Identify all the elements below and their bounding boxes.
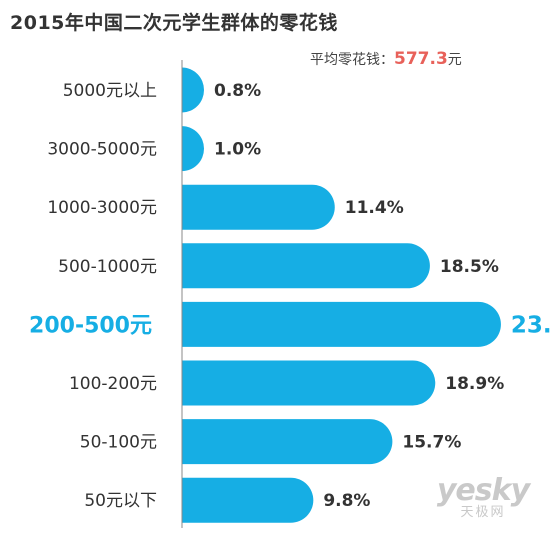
- watermark-main: yesky: [436, 473, 530, 508]
- value-label-2: 1.0%: [214, 140, 261, 160]
- bar-7: [182, 419, 393, 465]
- category-label-1: 5000元以上: [63, 81, 157, 101]
- category-label-2: 3000-5000元: [47, 140, 157, 160]
- average-label: 平均零花钱：: [310, 52, 394, 68]
- average-value: 577.3: [394, 49, 448, 69]
- value-label-8: 9.8%: [323, 491, 370, 511]
- watermark-logo: yesky 天极网: [428, 476, 538, 520]
- chart-title: 2015年中国二次元学生群体的零花钱: [10, 12, 338, 34]
- bar-1: [182, 67, 205, 113]
- bar-8: [182, 477, 314, 523]
- category-label-8: 50元以下: [84, 491, 157, 511]
- value-label-3: 11.4%: [345, 198, 404, 218]
- category-label-7: 50-100元: [80, 433, 157, 453]
- category-label-6: 100-200元: [69, 374, 157, 394]
- bar-3: [182, 184, 335, 230]
- average-unit: 元: [447, 52, 462, 68]
- value-label-5: 23.8%: [511, 312, 550, 338]
- category-label-4: 500-1000元: [58, 257, 157, 277]
- value-label-4: 18.5%: [440, 257, 499, 277]
- value-label-1: 0.8%: [214, 81, 261, 101]
- value-label-6: 18.9%: [445, 374, 504, 394]
- bar-6: [182, 360, 436, 406]
- value-label-7: 15.7%: [402, 433, 461, 453]
- average-annotation: 平均零花钱：577.3元: [310, 49, 462, 69]
- bar-4: [182, 243, 430, 289]
- bar-5: [182, 301, 501, 347]
- bar-2: [182, 126, 205, 172]
- category-label-3: 1000-3000元: [47, 198, 157, 218]
- watermark-sub: 天极网: [460, 505, 506, 520]
- category-label-5: 200-500元: [29, 313, 152, 338]
